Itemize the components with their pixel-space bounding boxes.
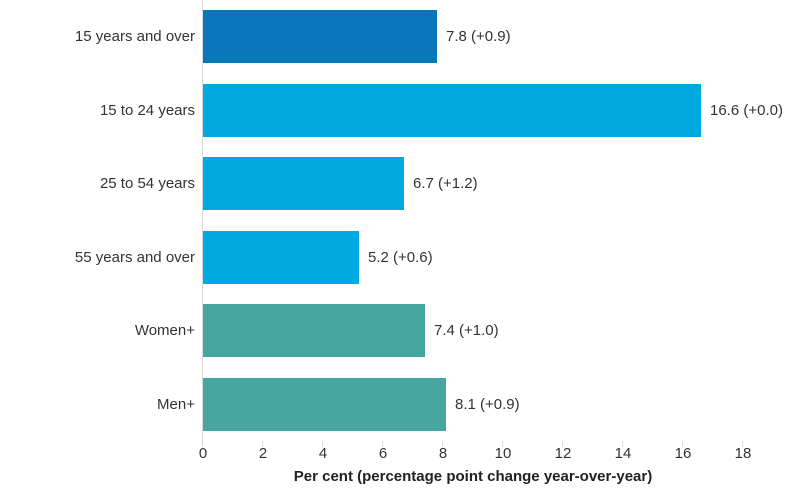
value-label: 7.4 (+1.0) <box>434 322 499 339</box>
category-label: 55 years and over <box>74 248 195 266</box>
chart-row: Men+ 8.1 (+0.9) <box>0 377 800 431</box>
chart-row: 15 to 24 years 16.6 (+0.0) <box>0 83 800 137</box>
x-tick-label: 18 <box>734 445 752 462</box>
category-label: Women+ <box>134 322 195 339</box>
category-label: 15 years and over <box>74 28 195 45</box>
x-tick-label: 12 <box>554 445 572 462</box>
x-axis-title: Per cent (percentage point change year-o… <box>293 468 653 485</box>
x-tick-mark <box>682 441 683 447</box>
x-tick-label: 4 <box>318 445 328 462</box>
x-tick-label: 8 <box>438 445 448 462</box>
bar <box>203 230 359 284</box>
bar <box>203 10 437 63</box>
y-axis-baseline <box>202 0 203 441</box>
chart-row: 55 years and over 5.2 (+0.6) <box>0 230 800 284</box>
chart-row: 15 years and over 7.8 (+0.9) <box>0 10 800 63</box>
value-label: 16.6 (+0.0) <box>710 101 783 119</box>
x-tick-label: 2 <box>258 445 268 462</box>
x-tick-mark <box>622 441 623 447</box>
x-tick-label: 16 <box>674 445 692 462</box>
x-tick-label: 0 <box>198 445 208 462</box>
x-tick-mark <box>202 441 203 447</box>
category-label: 25 to 54 years <box>99 175 195 192</box>
category-label: Men+ <box>157 395 195 413</box>
x-tick-label: 14 <box>614 445 632 462</box>
value-label: 5.2 (+0.6) <box>368 248 433 266</box>
x-tick-mark <box>262 441 263 447</box>
x-tick-mark <box>442 441 443 447</box>
x-tick-mark <box>742 441 743 447</box>
chart-row: 25 to 54 years 6.7 (+1.2) <box>0 157 800 210</box>
x-tick-mark <box>322 441 323 447</box>
bar <box>203 157 404 210</box>
value-label: 8.1 (+0.9) <box>455 395 520 413</box>
x-tick-mark <box>562 441 563 447</box>
x-tick-label: 6 <box>378 445 388 462</box>
chart-row: Women+ 7.4 (+1.0) <box>0 304 800 357</box>
x-tick-mark <box>382 441 383 447</box>
x-tick-mark <box>502 441 503 447</box>
category-label: 15 to 24 years <box>99 101 195 119</box>
x-tick-label: 10 <box>494 445 512 462</box>
bar <box>203 83 701 137</box>
value-label: 7.8 (+0.9) <box>446 28 511 45</box>
bar <box>203 377 446 431</box>
bar <box>203 304 425 357</box>
plot-area: 15 years and over 7.8 (+0.9) 15 to 24 ye… <box>0 10 800 431</box>
value-label: 6.7 (+1.2) <box>413 175 478 192</box>
